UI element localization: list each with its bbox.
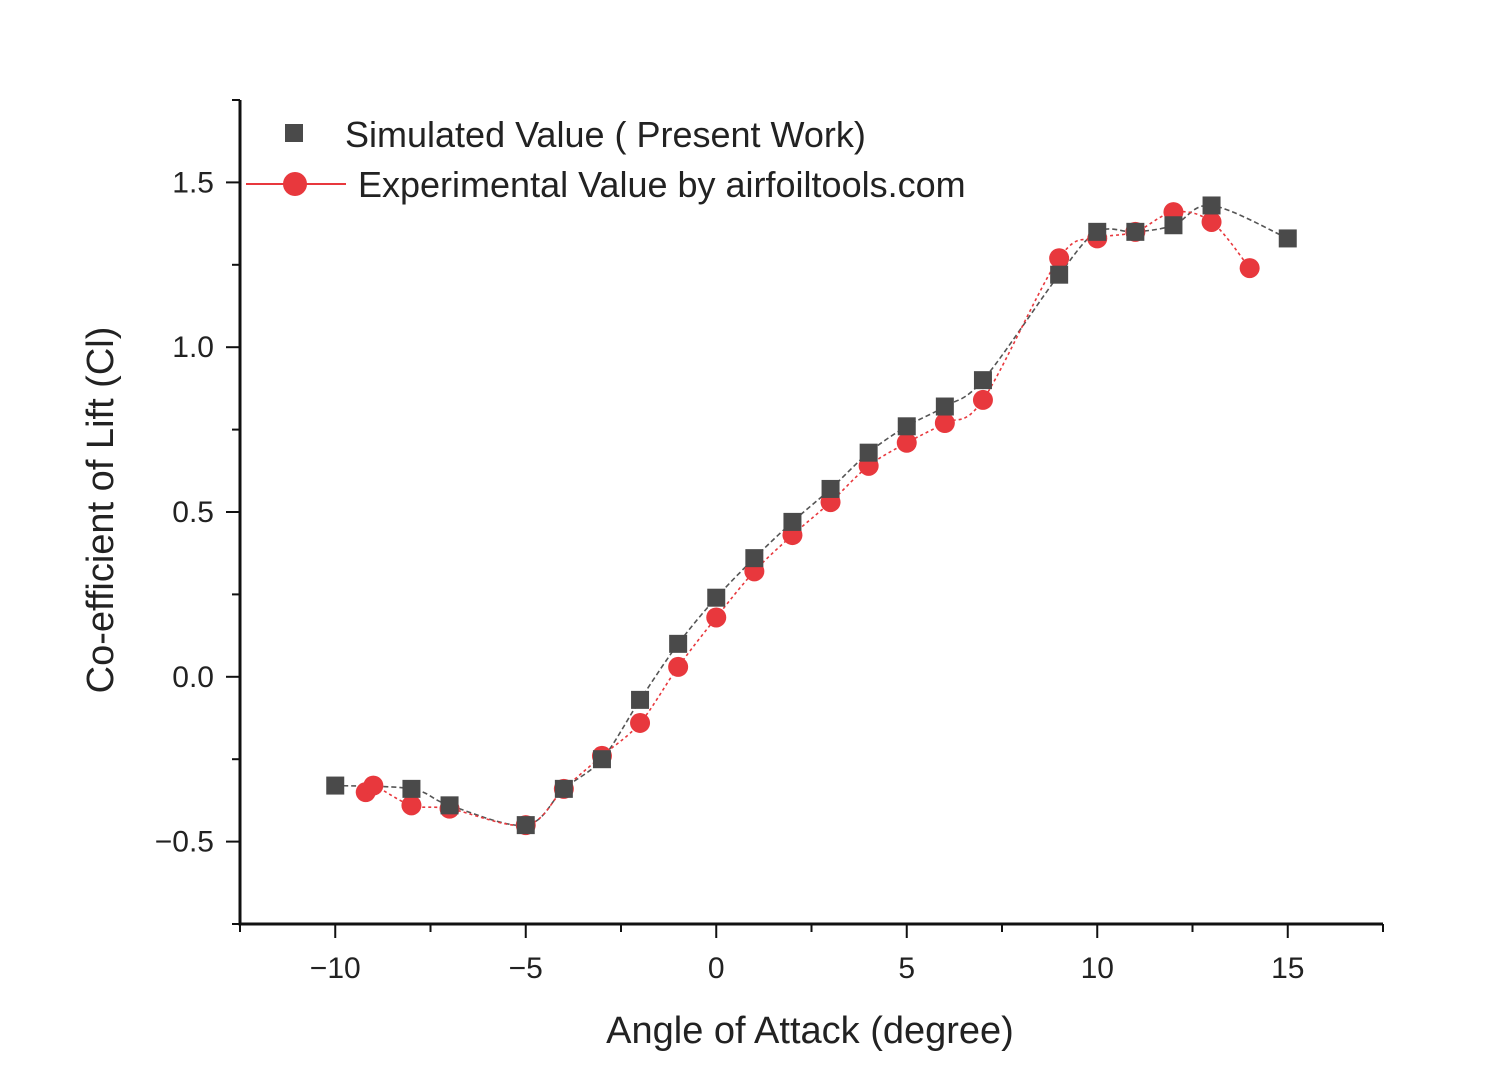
legend-label-experimental: Experimental Value by airfoiltools.com xyxy=(358,164,966,205)
simulated-point xyxy=(707,588,726,607)
legend-marker-simulated xyxy=(285,124,303,142)
y-tick-label: 1.5 xyxy=(172,166,214,199)
simulated-point xyxy=(1050,265,1069,284)
experimental-point xyxy=(668,656,689,677)
legend: Simulated Value ( Present Work) Experime… xyxy=(246,114,966,205)
simulated-point xyxy=(859,443,878,462)
x-tick-label: 0 xyxy=(708,952,725,985)
x-tick-label: −5 xyxy=(509,952,543,985)
simulated-point xyxy=(935,397,954,416)
experimental-point xyxy=(401,795,422,816)
x-ticks: −10 −5 0 5 10 15 xyxy=(239,924,1384,985)
legend-label-simulated: Simulated Value ( Present Work) xyxy=(345,114,866,155)
simulated-point xyxy=(1202,196,1221,215)
simulated-point xyxy=(516,816,535,835)
x-tick-label: 10 xyxy=(1081,952,1114,985)
simulated-point xyxy=(973,371,992,390)
simulated-point xyxy=(1126,222,1145,241)
y-tick-label: 1.0 xyxy=(172,331,214,364)
simulated-point xyxy=(554,779,573,798)
x-tick-label: −10 xyxy=(310,952,361,985)
simulated-point xyxy=(783,512,802,531)
experimental-point xyxy=(630,712,651,733)
y-axis-title: Co-efficient of Lift (Cl) xyxy=(80,327,122,694)
x-tick-label: 5 xyxy=(898,952,915,985)
legend-marker-experimental xyxy=(283,172,307,196)
simulated-point xyxy=(1164,216,1183,235)
experimental-point xyxy=(363,775,384,796)
series-line-experimental xyxy=(365,210,1251,827)
simulated-point xyxy=(592,750,611,769)
simulated-point xyxy=(1088,222,1107,241)
experimental-point xyxy=(1239,258,1260,279)
simulated-point xyxy=(402,779,421,798)
series-lines xyxy=(335,204,1289,827)
x-tick-label: 15 xyxy=(1271,952,1304,985)
simulated-point xyxy=(326,776,345,795)
series-markers xyxy=(326,196,1297,836)
experimental-point xyxy=(934,413,955,434)
simulated-point xyxy=(821,479,840,498)
x-axis-title: Angle of Attack (degree) xyxy=(606,1010,1014,1052)
simulated-point xyxy=(631,690,650,709)
simulated-point xyxy=(669,634,688,653)
simulated-point xyxy=(1278,229,1297,248)
experimental-point xyxy=(1201,211,1222,232)
series-line-simulated xyxy=(335,204,1289,827)
experimental-point xyxy=(896,432,917,453)
y-tick-label: −0.5 xyxy=(155,826,214,859)
simulated-point xyxy=(897,417,916,436)
experimental-point xyxy=(1049,248,1070,269)
experimental-point xyxy=(706,607,727,628)
y-ticks: −0.5 0.0 0.5 1.0 1.5 xyxy=(155,99,240,925)
simulated-point xyxy=(745,549,764,568)
simulated-point xyxy=(440,796,459,815)
y-tick-label: 0.5 xyxy=(172,496,214,529)
y-tick-label: 0.0 xyxy=(172,661,214,694)
experimental-point xyxy=(972,389,993,410)
